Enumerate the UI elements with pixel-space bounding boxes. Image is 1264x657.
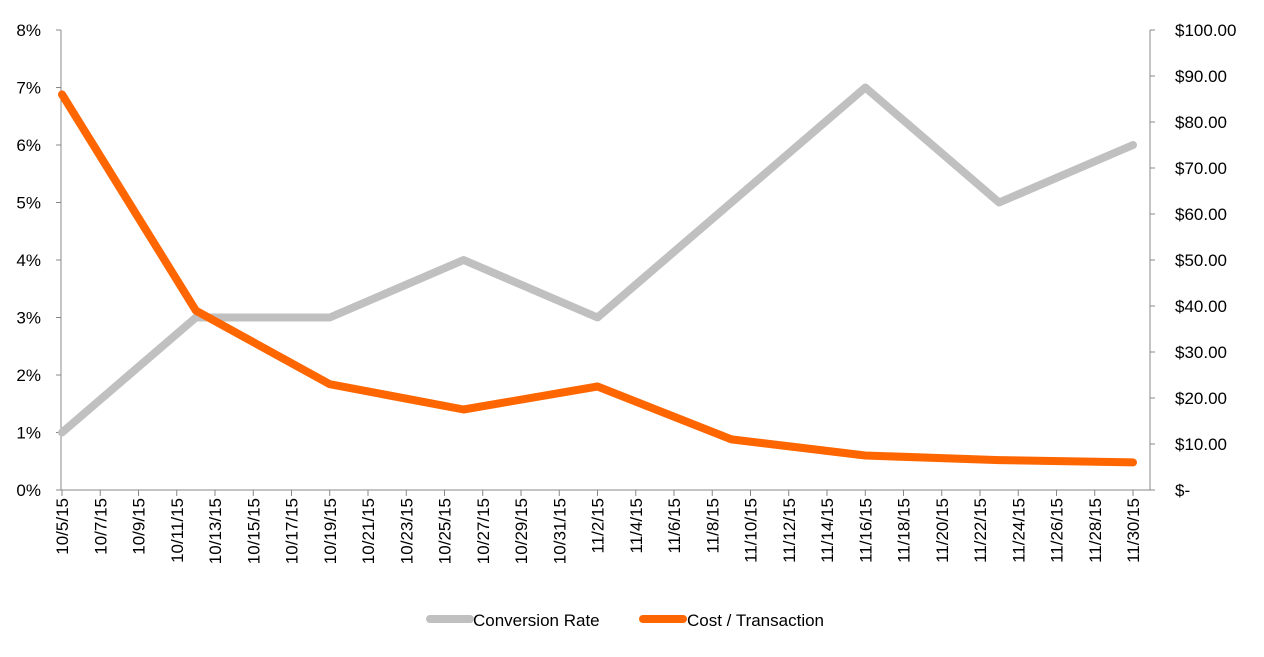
x-tick-label: 10/23/15 (397, 498, 416, 564)
right-tick-label: $90.00 (1175, 67, 1227, 86)
right-tick-label: $70.00 (1175, 159, 1227, 178)
x-tick-label: 10/17/15 (283, 498, 302, 564)
x-tick-label: 11/28/15 (1086, 498, 1105, 563)
right-tick-label: $40.00 (1175, 297, 1227, 316)
left-tick-label: 4% (16, 251, 41, 270)
x-tick-label: 11/12/15 (780, 498, 799, 563)
right-tick-label: $10.00 (1175, 435, 1227, 454)
x-tick-label: 10/25/15 (436, 498, 455, 564)
right-tick-label: $20.00 (1175, 389, 1227, 408)
x-tick-label: 11/24/15 (1009, 498, 1028, 563)
left-tick-label: 0% (16, 481, 41, 500)
left-tick-label: 6% (16, 136, 41, 155)
left-tick-label: 2% (16, 366, 41, 385)
x-tick-label: 11/16/15 (856, 498, 875, 563)
x-tick-label: 10/27/15 (474, 498, 493, 564)
legend-label-conversion-rate: Conversion Rate (473, 611, 600, 630)
x-tick-label: 10/31/15 (550, 498, 569, 564)
x-tick-label: 10/11/15 (168, 498, 187, 563)
left-tick-label: 5% (16, 194, 41, 213)
x-tick-label: 10/7/15 (91, 498, 110, 555)
right-tick-label: $80.00 (1175, 113, 1227, 132)
left-axis: 0% 1% 2% 3% 4% 5% 6% 7% 8% (16, 21, 62, 500)
x-tick-label: 10/21/15 (359, 498, 378, 564)
left-tick-label: 8% (16, 21, 41, 40)
x-tick-label: 10/5/15 (53, 498, 72, 555)
x-tick-label: 11/8/15 (703, 498, 722, 553)
x-tick-label: 10/29/15 (512, 498, 531, 564)
right-tick-label: $30.00 (1175, 343, 1227, 362)
x-tick-label: 11/26/15 (1048, 498, 1067, 563)
left-tick-label: 1% (16, 424, 41, 443)
x-tick-label: 11/22/15 (971, 498, 990, 563)
cost-transaction-line (58, 90, 1137, 467)
right-axis: $- $10.00 $20.00 $30.00 $40.00 $50.00 $60.00 $7… (1149, 21, 1236, 500)
x-tick-label: 11/14/15 (818, 498, 837, 563)
x-tick-label: 11/20/15 (933, 498, 952, 563)
legend-label-cost-transaction: Cost / Transaction (687, 611, 824, 630)
conversion-rate-line (58, 83, 1137, 437)
right-tick-label: $100.00 (1175, 21, 1236, 40)
x-tick-label: 11/30/15 (1124, 498, 1143, 563)
x-tick-label: 11/18/15 (895, 498, 914, 563)
right-tick-label: $50.00 (1175, 251, 1227, 270)
x-tick-label: 11/2/15 (589, 498, 608, 553)
right-tick-label: $60.00 (1175, 205, 1227, 224)
left-tick-label: 7% (16, 79, 41, 98)
x-axis: 10/5/15 10/7/15 10/9/15 10/11/15 10/13/15 10/… (53, 489, 1150, 564)
x-tick-label: 11/4/15 (627, 498, 646, 553)
x-tick-label: 10/15/15 (244, 498, 263, 564)
x-tick-label: 10/9/15 (130, 498, 149, 555)
x-tick-label: 11/10/15 (742, 498, 761, 563)
x-tick-label: 10/19/15 (321, 498, 340, 564)
legend: Conversion Rate Cost / Transaction (426, 611, 824, 630)
x-tick-label: 11/6/15 (665, 498, 684, 553)
x-tick-label: 10/13/15 (206, 498, 225, 564)
right-tick-label: $- (1175, 481, 1190, 500)
left-tick-label: 3% (16, 309, 41, 328)
series-layer (58, 83, 1137, 467)
